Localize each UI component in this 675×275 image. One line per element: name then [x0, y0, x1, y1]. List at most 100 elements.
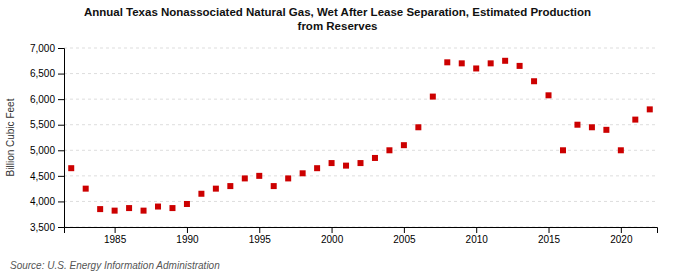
point — [314, 165, 320, 171]
y-tick: 7,000 — [30, 43, 64, 54]
y-tick: 4,500 — [30, 171, 64, 182]
title-line: Annual Texas Nonassociated Natural Gas, … — [84, 6, 591, 18]
x-tick-label: 1995 — [249, 234, 272, 245]
y-tick: 5,500 — [30, 119, 64, 130]
annotation: Source: U.S. Energy Information Administ… — [10, 260, 220, 271]
y-tick: 6,500 — [30, 68, 64, 79]
x-tick: 1995 — [249, 227, 272, 245]
y-tick-mark — [58, 150, 64, 151]
points — [68, 58, 653, 214]
point — [285, 175, 291, 181]
x-tick-mark — [332, 227, 333, 233]
point — [401, 142, 407, 148]
point — [444, 59, 450, 65]
grid-line — [64, 73, 657, 74]
point — [632, 117, 638, 123]
y-tick-label: 7,000 — [30, 43, 55, 54]
point — [618, 147, 624, 153]
y-tick: 4,000 — [30, 196, 64, 207]
y-axis-label: Billion Cubic Feet — [5, 98, 16, 176]
point — [647, 106, 653, 112]
point — [112, 208, 118, 214]
point — [459, 60, 465, 66]
y-tick: 3,500 — [30, 222, 64, 233]
y-tick-mark — [58, 48, 64, 49]
point — [502, 58, 508, 64]
point — [372, 155, 378, 161]
point — [300, 170, 306, 176]
point — [155, 204, 161, 210]
point — [213, 186, 219, 192]
x-tick-mark — [187, 227, 188, 233]
x-tick: 2000 — [321, 227, 344, 245]
point — [488, 60, 494, 66]
point — [430, 94, 436, 100]
x-tick: 2010 — [466, 227, 489, 245]
y-tick-mark — [58, 74, 64, 75]
point — [589, 124, 595, 130]
point — [83, 186, 89, 192]
point — [386, 147, 392, 153]
title: Annual Texas Nonassociated Natural Gas, … — [84, 6, 591, 32]
y-tick-label: 4,500 — [30, 171, 55, 182]
x-tick: 2005 — [393, 227, 416, 245]
x-tick: 2015 — [538, 227, 561, 245]
grid-line — [64, 201, 657, 202]
y-tick-label: 5,000 — [30, 145, 55, 156]
x-tick-label: 2020 — [610, 234, 633, 245]
point — [256, 173, 262, 179]
x-tick-label: 2015 — [538, 234, 561, 245]
y-tick-mark — [58, 201, 64, 202]
grid-line — [64, 124, 657, 125]
grid-line — [64, 48, 657, 49]
x-axis: 19851990199520002005201020152020 — [65, 227, 658, 245]
point — [517, 63, 523, 69]
y-tick-label: 3,500 — [30, 222, 55, 233]
point — [242, 175, 248, 181]
x-axis-line — [65, 228, 658, 234]
point — [415, 124, 421, 130]
grid-line — [64, 99, 657, 100]
point — [603, 127, 609, 133]
x-tick: 1990 — [176, 227, 199, 245]
x-tick-mark — [549, 227, 550, 233]
x-tick-mark — [404, 227, 405, 233]
grid — [64, 48, 657, 227]
x-tick: 2020 — [610, 227, 633, 245]
x-tick-label: 2000 — [321, 234, 344, 245]
point — [560, 147, 566, 153]
y-tick-label: 6,500 — [30, 68, 55, 79]
point — [169, 205, 175, 211]
point — [198, 191, 204, 197]
y-axis: 3,500 4,000 4,500 5,000 5,500 6,000 6,500 7,000 — [30, 43, 65, 233]
point — [574, 122, 580, 128]
grid-line — [64, 175, 657, 176]
y-tick-mark — [58, 125, 64, 126]
y-tick-label: 4,000 — [30, 196, 55, 207]
title-line: from Reserves — [298, 20, 378, 32]
x-tick-mark — [621, 227, 622, 233]
point — [473, 65, 479, 71]
y-tick-mark — [58, 99, 64, 100]
point — [329, 160, 335, 166]
y-tick: 6,000 — [30, 94, 64, 105]
x-tick-mark — [476, 227, 477, 233]
y-tick-mark — [58, 227, 64, 228]
y-tick-label: 6,000 — [30, 94, 55, 105]
y-axis-line — [58, 49, 65, 228]
x-tick-mark — [115, 227, 116, 233]
point — [184, 201, 190, 207]
y-tick: 5,000 — [30, 145, 64, 156]
point — [141, 208, 147, 214]
x-tick-mark — [259, 227, 260, 233]
x-tick-label: 2005 — [393, 234, 416, 245]
point — [126, 205, 132, 211]
point — [531, 78, 537, 84]
y-tick-label: 5,500 — [30, 119, 55, 130]
y-tick-mark — [58, 176, 64, 177]
point — [227, 183, 233, 189]
x-tick-label: 2010 — [466, 234, 489, 245]
point — [97, 206, 103, 212]
x-tick-label: 1990 — [176, 234, 199, 245]
point — [68, 165, 74, 171]
